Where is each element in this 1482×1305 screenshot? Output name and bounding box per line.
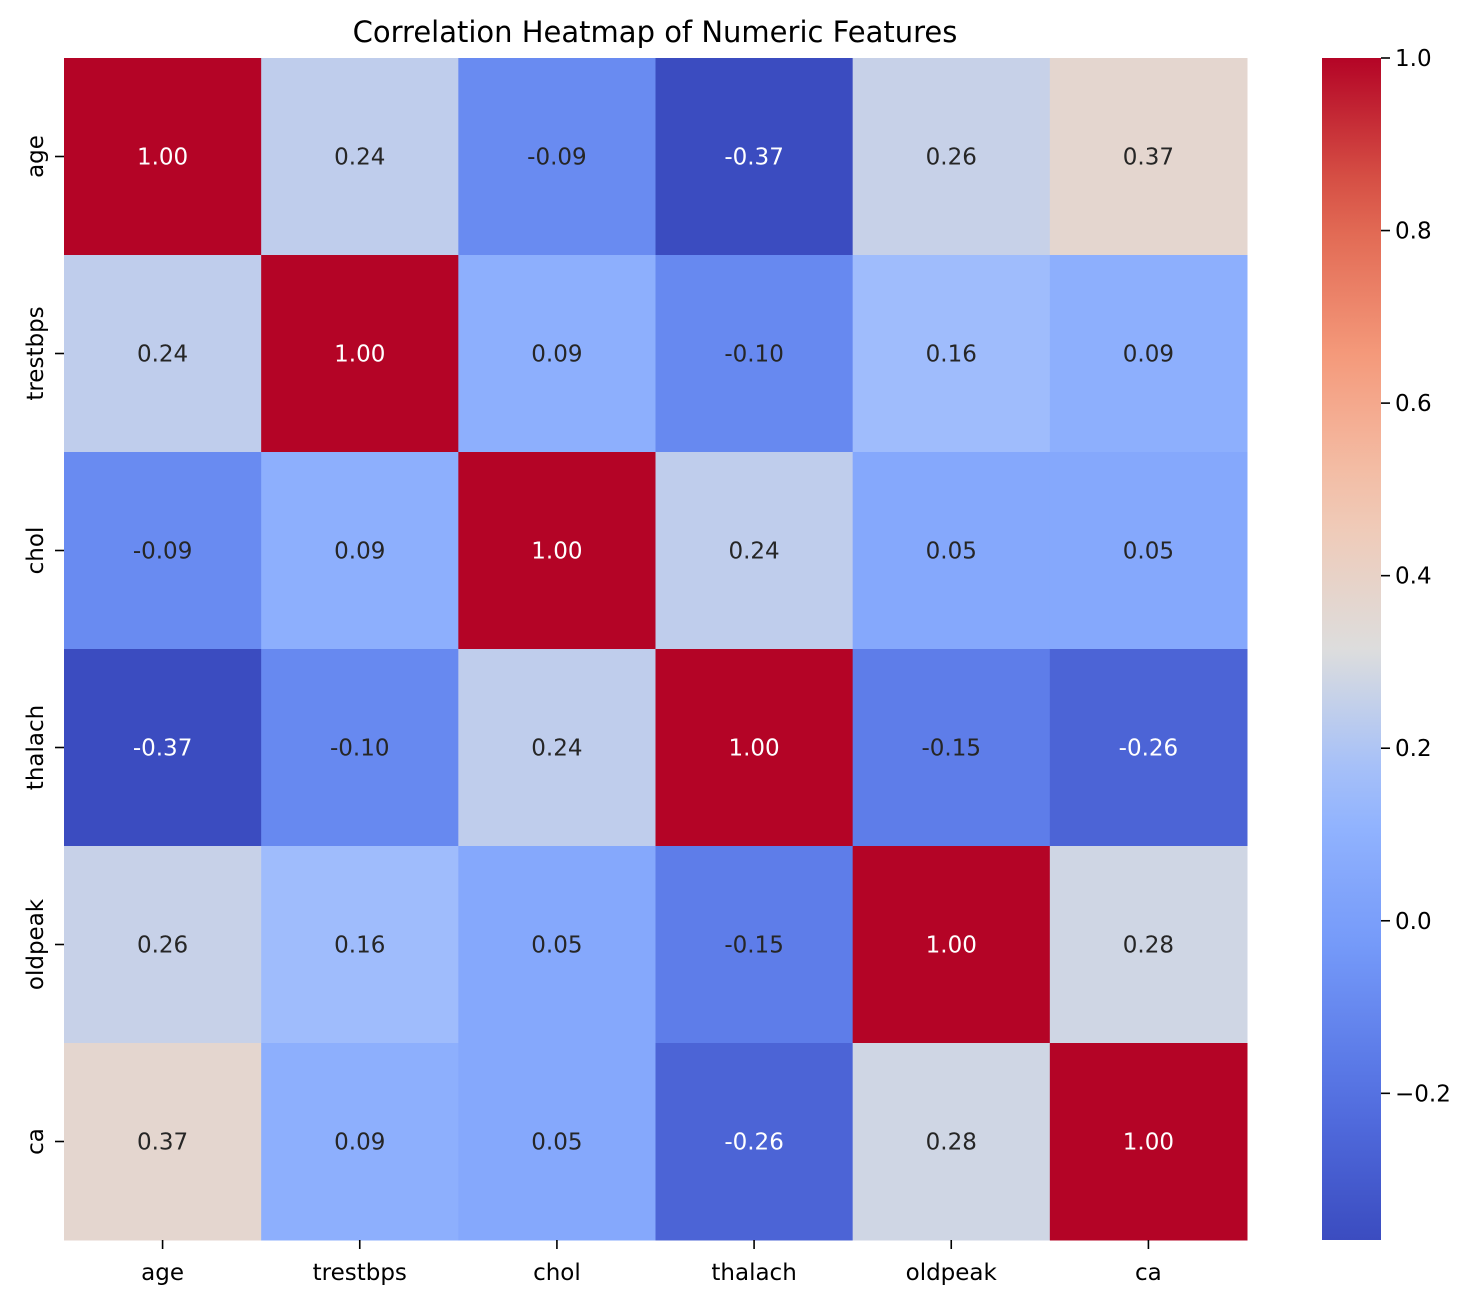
cell-value-label: 0.05	[531, 1130, 582, 1156]
x-tick-label: age	[141, 1260, 184, 1286]
cell-value-label: 0.09	[334, 539, 385, 565]
colorbar-tick-label: 0.8	[1395, 219, 1432, 245]
heatmap-cell	[655, 452, 854, 650]
heatmap-cell	[655, 58, 854, 256]
heatmap-cell	[655, 255, 854, 453]
heatmap-cell	[458, 452, 656, 650]
heatmap-cell	[1049, 846, 1248, 1044]
heatmap-cell	[261, 649, 459, 847]
cell-value-label: 0.05	[531, 933, 582, 959]
cell-value-label: -0.15	[724, 933, 784, 959]
heatmap-cell	[458, 255, 656, 453]
cell-value-label: -0.26	[1119, 736, 1179, 762]
x-tick-label: ca	[1135, 1260, 1162, 1286]
cell-value-label: 0.37	[1123, 145, 1174, 171]
y-tick-label: oldpeak	[23, 898, 49, 990]
cell-value-label: 1.00	[531, 539, 582, 565]
cell-value-label: 1.00	[728, 736, 779, 762]
cell-value-label: 0.37	[137, 1130, 188, 1156]
x-tick-label: trestbps	[313, 1260, 407, 1286]
cell-value-label: -0.10	[330, 736, 390, 762]
heatmap-cell	[852, 255, 1051, 453]
cell-value-label: 0.24	[728, 539, 779, 565]
cell-value-label: 0.09	[531, 342, 582, 368]
cell-value-label: 1.00	[1123, 1130, 1174, 1156]
heatmap-cell	[1049, 1043, 1248, 1241]
y-tick-label: thalach	[23, 705, 49, 790]
x-axis: age trestbps chol thalach oldpeak ca	[141, 1240, 1162, 1286]
cell-value-label: 0.16	[334, 933, 385, 959]
heatmap-cell	[852, 452, 1051, 650]
heatmap-cell	[64, 255, 262, 453]
heatmap-cell	[852, 58, 1051, 256]
heatmap-cell	[852, 1043, 1051, 1241]
heatmap-cell	[1049, 58, 1248, 256]
x-tick-label: oldpeak	[906, 1260, 998, 1286]
heatmap-cells: 1.00 0.24 -0.09 -0.37 0.26 0.37 0.24 1.00 0.09 -0…	[64, 58, 1248, 1241]
cell-value-label: 0.09	[1123, 342, 1174, 368]
cell-value-label: 0.26	[137, 933, 188, 959]
colorbar-tick-label: 1.0	[1395, 46, 1432, 72]
cell-value-label: 1.00	[926, 933, 977, 959]
y-tick-label: age	[23, 135, 49, 178]
heatmap-cell	[458, 1043, 656, 1241]
cell-value-label: -0.09	[133, 539, 193, 565]
heatmap-cell	[1049, 649, 1248, 847]
heatmap-cell	[852, 649, 1051, 847]
cell-value-label: 0.24	[334, 145, 385, 171]
heatmap-cell	[64, 452, 262, 650]
cell-value-label: 0.24	[137, 342, 188, 368]
cell-value-label: 0.05	[1123, 539, 1174, 565]
heatmap-cell	[458, 58, 656, 256]
heatmap-cell	[655, 649, 854, 847]
heatmap-cell	[261, 1043, 459, 1241]
heatmap-cell	[458, 846, 656, 1044]
heatmap-cell	[458, 649, 656, 847]
heatmap-cell	[655, 1043, 854, 1241]
chart-title: Correlation Heatmap of Numeric Features	[353, 15, 958, 49]
cell-value-label: 0.28	[1123, 933, 1174, 959]
y-axis: age trestbps chol thalach oldpeak ca	[23, 135, 64, 1155]
heatmap-cell	[64, 649, 262, 847]
x-tick-label: thalach	[711, 1260, 796, 1286]
heatmap-cell	[655, 846, 854, 1044]
y-tick-label: ca	[23, 1128, 49, 1155]
cell-value-label: 0.26	[926, 145, 977, 171]
heatmap-cell	[64, 846, 262, 1044]
heatmap-cell	[64, 58, 262, 256]
colorbar-gradient	[1322, 58, 1381, 1240]
colorbar-tick-label: 0.2	[1395, 736, 1432, 762]
cell-value-label: -0.10	[724, 342, 784, 368]
cell-value-label: -0.26	[724, 1130, 784, 1156]
y-tick-label: chol	[23, 527, 49, 575]
heatmap-cell	[261, 846, 459, 1044]
cell-value-label: 0.28	[926, 1130, 977, 1156]
colorbar-tick-label: 0.0	[1395, 909, 1432, 935]
heatmap-cell	[1049, 255, 1248, 453]
heatmap-cell	[852, 846, 1051, 1044]
heatmap-cell	[64, 1043, 262, 1241]
cell-value-label: -0.37	[724, 145, 784, 171]
x-tick-label: chol	[533, 1260, 581, 1286]
cell-value-label: -0.15	[921, 736, 981, 762]
heatmap-cell	[261, 452, 459, 650]
cell-value-label: 0.16	[926, 342, 977, 368]
colorbar-tick-label: −0.2	[1395, 1081, 1451, 1107]
cell-value-label: 0.09	[334, 1130, 385, 1156]
cell-value-label: -0.37	[133, 736, 193, 762]
heatmap-cell	[261, 255, 459, 453]
cell-value-label: 0.05	[926, 539, 977, 565]
y-tick-label: trestbps	[23, 306, 49, 400]
cell-value-label: -0.09	[527, 145, 587, 171]
heatmap-cell	[261, 58, 459, 256]
cell-value-label: 1.00	[137, 145, 188, 171]
colorbar-tick-label: 0.4	[1395, 564, 1432, 590]
colorbar-tick-label: 0.6	[1395, 391, 1432, 417]
cell-value-label: 1.00	[334, 342, 385, 368]
colorbar: −0.2 0.0 0.2 0.4 0.6 0.8 1.0	[1322, 46, 1451, 1240]
heatmap-cell	[1049, 452, 1248, 650]
cell-value-label: 0.24	[531, 736, 582, 762]
